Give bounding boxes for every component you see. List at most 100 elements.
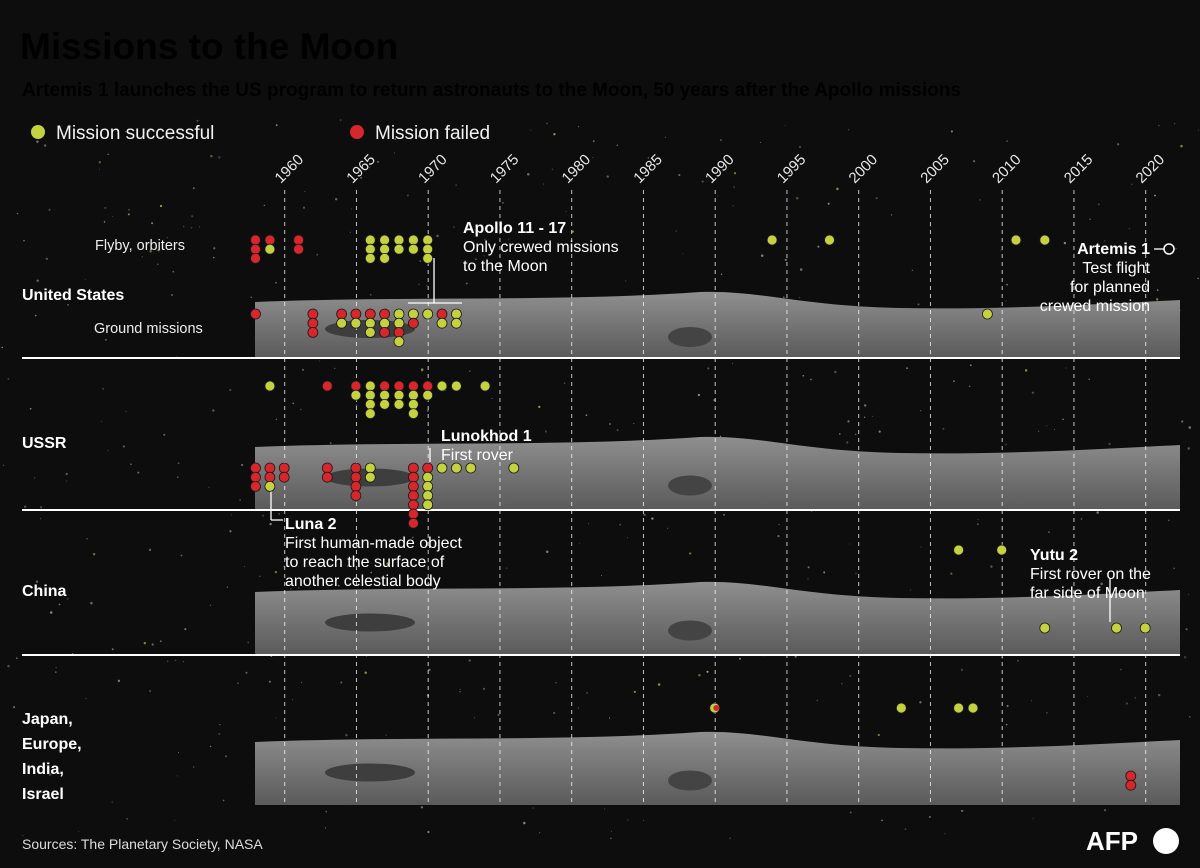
- star: [29, 407, 32, 410]
- star: [68, 125, 72, 128]
- star: [484, 238, 486, 241]
- x-tick-label: 2020: [1133, 151, 1169, 187]
- star: [175, 659, 177, 661]
- star: [1000, 250, 1002, 252]
- star: [275, 717, 277, 719]
- star: [318, 360, 320, 362]
- star: [349, 231, 351, 233]
- star: [278, 513, 280, 515]
- star: [928, 816, 931, 818]
- star: [151, 643, 154, 646]
- star: [846, 441, 849, 444]
- star: [664, 136, 667, 138]
- sub-row-label: Flyby, orbiters: [95, 238, 185, 254]
- star: [545, 550, 549, 554]
- star: [213, 256, 215, 259]
- x-tick-label: 1990: [702, 151, 738, 187]
- planned-mission-dot: [1163, 243, 1175, 255]
- annotation-title: Yutu 2: [1030, 547, 1078, 564]
- star: [55, 666, 57, 669]
- annotations: Apollo 11 - 17 Only crewed missions to the…: [285, 220, 1151, 602]
- star: [468, 659, 471, 662]
- star: [241, 463, 244, 467]
- mission-dot-failed: [407, 499, 419, 511]
- annotation-line: to the Moon: [463, 258, 548, 275]
- star: [834, 370, 837, 374]
- star: [475, 258, 477, 260]
- mission-dot-failed: [321, 462, 333, 474]
- star: [141, 243, 145, 247]
- mission-dot-failed: [350, 471, 362, 483]
- star: [1087, 696, 1089, 697]
- mission-dot-success: [422, 308, 434, 320]
- star: [953, 380, 955, 383]
- star: [36, 279, 39, 282]
- star: [778, 523, 780, 526]
- star: [124, 130, 126, 133]
- star: [196, 119, 199, 122]
- star: [610, 837, 612, 839]
- star: [465, 282, 468, 285]
- star: [275, 124, 278, 127]
- star: [2, 464, 5, 467]
- star: [151, 222, 154, 225]
- afp-logo-circle: [1153, 828, 1179, 854]
- mission-dot-success: [422, 234, 434, 246]
- star: [219, 723, 221, 726]
- moon-terrain: [255, 731, 1180, 805]
- legend-failed-label: Mission failed: [375, 123, 490, 144]
- star: [530, 129, 532, 131]
- star: [707, 367, 710, 370]
- star: [98, 161, 101, 164]
- star: [427, 830, 430, 834]
- star: [1024, 369, 1028, 372]
- legend-failed-dot: [350, 125, 364, 139]
- star: [24, 505, 27, 508]
- star: [1175, 247, 1177, 250]
- star: [84, 279, 86, 281]
- annotation-leaders: [270, 248, 1164, 622]
- mission-dot-failed: [407, 471, 419, 483]
- star: [1005, 723, 1008, 726]
- mission-dot-success: [407, 308, 419, 320]
- annotation-line: another celestial body: [285, 573, 441, 590]
- star: [229, 530, 232, 533]
- mission-dot-success: [465, 462, 477, 474]
- row-label: United States: [22, 287, 124, 304]
- annotation: Lunokhod 1 First rover: [441, 428, 532, 464]
- star: [190, 227, 193, 229]
- star: [1088, 378, 1090, 380]
- star: [33, 477, 36, 479]
- mission-dot-success: [953, 544, 964, 556]
- mission-dot-success: [364, 471, 376, 483]
- star: [855, 572, 857, 574]
- star: [973, 160, 976, 163]
- star: [369, 293, 372, 296]
- mission-dot-failed: [250, 462, 261, 474]
- mission-dot-failed: [321, 380, 333, 392]
- mission-dot-success: [393, 234, 405, 246]
- star: [816, 699, 818, 702]
- mission-dot-success: [436, 317, 448, 329]
- star: [107, 153, 109, 156]
- star: [213, 247, 216, 250]
- star: [16, 212, 19, 215]
- star: [149, 249, 152, 253]
- mission-dot-failed: [264, 462, 276, 474]
- star: [237, 682, 239, 684]
- star: [719, 139, 722, 142]
- mission-dot-success: [393, 317, 405, 329]
- mission-dot-failed: [407, 480, 419, 492]
- star: [65, 472, 68, 476]
- star: [930, 225, 932, 228]
- star: [191, 215, 194, 218]
- star: [369, 167, 371, 168]
- star: [262, 514, 265, 517]
- star: [1046, 712, 1048, 714]
- mission-dot-success: [450, 462, 462, 474]
- star: [86, 538, 88, 540]
- star: [497, 713, 500, 716]
- mission-dot-failed: [1125, 770, 1137, 782]
- star: [128, 208, 130, 211]
- star: [523, 821, 526, 825]
